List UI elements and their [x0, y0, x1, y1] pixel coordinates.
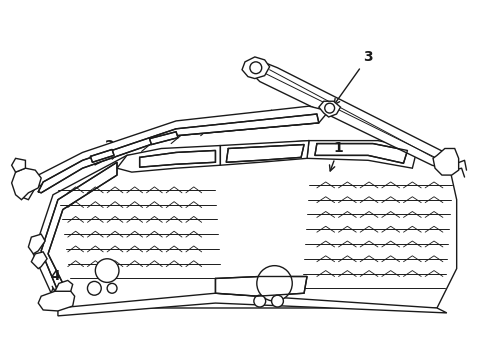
- Polygon shape: [38, 291, 75, 311]
- Polygon shape: [242, 57, 269, 78]
- Polygon shape: [226, 145, 304, 162]
- Polygon shape: [306, 141, 416, 168]
- Polygon shape: [318, 101, 340, 117]
- Polygon shape: [90, 149, 114, 162]
- Text: 2: 2: [95, 139, 115, 165]
- Circle shape: [271, 295, 283, 307]
- Text: 3: 3: [333, 50, 372, 105]
- Text: 1: 1: [329, 141, 343, 171]
- Polygon shape: [38, 114, 318, 193]
- Polygon shape: [58, 293, 446, 316]
- Circle shape: [324, 103, 334, 113]
- Polygon shape: [220, 141, 308, 165]
- Polygon shape: [314, 144, 407, 163]
- Polygon shape: [41, 162, 117, 303]
- Polygon shape: [251, 64, 448, 168]
- Polygon shape: [12, 158, 25, 172]
- Circle shape: [256, 266, 292, 301]
- Text: 4: 4: [50, 270, 60, 292]
- Polygon shape: [432, 148, 458, 175]
- Polygon shape: [149, 132, 178, 145]
- Circle shape: [95, 259, 119, 282]
- Circle shape: [87, 282, 101, 295]
- Circle shape: [253, 295, 265, 307]
- Polygon shape: [33, 141, 456, 308]
- Polygon shape: [31, 252, 47, 269]
- Polygon shape: [140, 150, 215, 167]
- Polygon shape: [55, 280, 73, 291]
- Polygon shape: [23, 106, 328, 200]
- Circle shape: [107, 283, 117, 293]
- Circle shape: [249, 62, 261, 74]
- Polygon shape: [117, 145, 220, 172]
- Polygon shape: [12, 168, 41, 200]
- Polygon shape: [28, 234, 45, 254]
- Polygon shape: [215, 276, 306, 296]
